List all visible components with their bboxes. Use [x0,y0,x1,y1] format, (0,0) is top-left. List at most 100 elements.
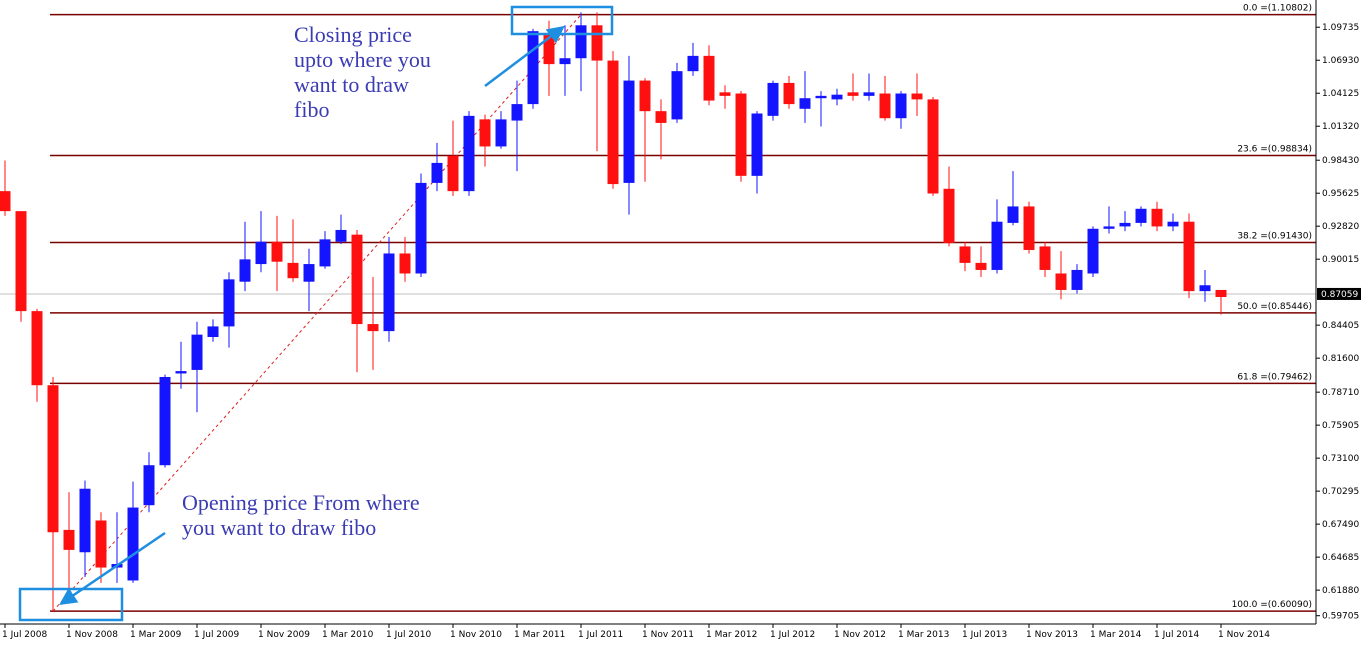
candle-body [607,60,619,185]
candle-body [127,507,139,581]
candle-body [911,93,923,100]
candle-body [1087,228,1099,274]
candle-body [431,162,443,183]
candle-body [943,188,955,243]
candle-body [1023,206,1035,250]
candle-body [383,253,395,332]
candle-body [479,119,491,147]
candle-body [1183,221,1195,292]
candle-body [79,488,91,553]
candle-body [527,31,539,105]
x-tick-label: 1 Mar 2011 [514,630,565,640]
fib-label: 0.0 =(1.10802) [1243,4,1312,14]
x-tick-label: 1 Jul 2009 [194,630,239,640]
x-tick-label: 1 Mar 2010 [322,630,374,640]
x-tick-label: 1 Mar 2014 [1090,630,1142,640]
candle-body [863,92,875,96]
candle-body [991,221,1003,270]
candle-body [1167,221,1179,227]
highlight-box [18,587,124,622]
candle-body [31,311,43,386]
candle-body [1199,285,1211,292]
x-tick-label: 1 Nov 2012 [834,630,886,640]
x-tick-label: 1 Jul 2011 [578,630,623,640]
candle-body [319,239,331,267]
candle-body [847,92,859,96]
candle-body [463,115,475,192]
candle-body [959,246,971,263]
y-tick-label: 0.61880 [1322,586,1359,596]
candle-body [239,259,251,282]
candle-body [47,385,59,533]
y-tick-label: 0.75905 [1322,421,1359,431]
arrow [484,25,565,87]
candle-body [143,465,155,506]
x-tick-label: 1 Jul 2014 [1154,630,1199,640]
x-tick-label: 1 Nov 2010 [450,630,502,640]
candle-body [687,55,699,72]
candle-body [399,253,411,274]
fib-label: 38.2 =(0.91430) [1237,232,1312,242]
candle-body [1151,208,1163,227]
candle-body [1215,289,1227,298]
candle-body [95,520,107,568]
candle-body [303,264,315,282]
candle-body [223,279,235,327]
candle-body [287,262,299,279]
candle-body [767,82,779,116]
candle-body [1071,269,1083,290]
x-tick-label: 1 Nov 2011 [642,630,694,640]
y-tick-label: 1.01320 [1322,122,1359,132]
fib-label: 61.8 =(0.79462) [1237,372,1312,382]
fib-label: 50.0 =(0.85446) [1237,302,1312,312]
candle-body [927,99,939,194]
current-price-box [1317,287,1361,300]
x-tick-label: 1 Mar 2012 [706,630,757,640]
candle-body [207,326,219,337]
candle-body [1119,222,1131,227]
x-tick-label: 1 Mar 2009 [130,630,182,640]
arrow [59,531,166,605]
candle-body [783,82,795,105]
candle-body [367,324,379,332]
y-tick-label: 0.70295 [1322,487,1359,497]
y-tick-label: 0.78710 [1322,388,1359,398]
y-tick-label: 1.06930 [1322,56,1359,66]
candle-body [191,334,203,370]
candle-body [63,529,75,550]
candle-body [495,119,507,147]
annotation: you want to draw fibo [182,515,376,540]
x-tick-label: 1 Nov 2013 [1026,630,1078,640]
candle-body [623,80,635,183]
candle-body [447,155,459,192]
candle-body [511,104,523,121]
candle-body [351,234,363,325]
fib-label: 23.6 =(0.98834) [1237,144,1312,154]
x-tick-label: 1 Jul 2010 [386,630,431,640]
candle-body [639,80,651,112]
y-tick-label: 0.98430 [1322,156,1359,166]
fib-trend-line [52,14,582,612]
candle-body [703,55,715,101]
candle-body [799,98,811,109]
candle-body [1135,208,1147,223]
y-tick-label: 0.67490 [1322,520,1359,530]
y-tick-label: 1.09735 [1322,23,1359,33]
candle-body [543,33,555,65]
y-tick-label: 0.90015 [1322,255,1359,265]
candle-body [671,71,683,120]
candle-body [575,25,587,59]
x-tick-label: 1 Mar 2013 [898,630,949,640]
x-tick-label: 1 Jul 2013 [962,630,1007,640]
candle-body [1039,246,1051,270]
candle-body [831,94,843,100]
y-tick-label: 0.59705 [1322,612,1359,622]
candle-body [655,111,667,123]
candle-body [975,262,987,270]
candle-body [15,211,27,312]
candle-body [1103,226,1115,229]
y-tick-label: 0.64685 [1322,553,1359,563]
x-tick-label: 1 Jul 2008 [2,630,47,640]
y-tick-label: 0.84405 [1322,321,1359,331]
candle-body [735,93,747,176]
